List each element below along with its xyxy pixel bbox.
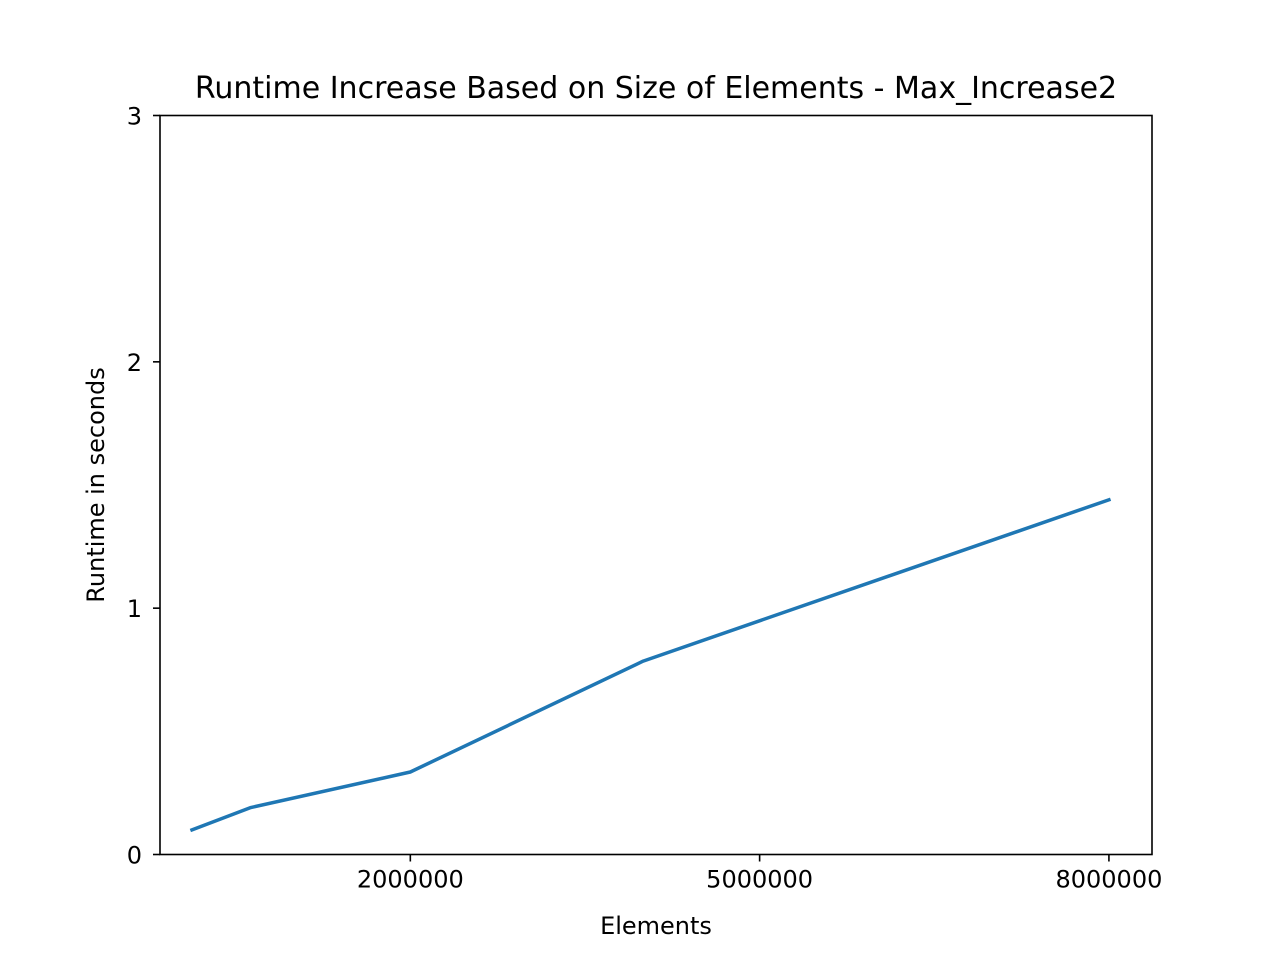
plot-area-frame [159,114,1153,856]
series-layer [189,497,1112,833]
x-tick-label: 5000000 [706,866,813,894]
x-tick-label: 2000000 [357,866,464,894]
y-tick-label: 2 [127,349,142,377]
y-axis-ticks: 0 1 2 3 [127,103,160,870]
x-tick-label: 8000000 [1055,866,1162,894]
chart-title: Runtime Increase Based on Size of Elemen… [195,71,1117,106]
y-tick-label: 0 [127,842,142,870]
series-line [189,497,1112,833]
y-tick-label: 1 [127,595,142,623]
x-axis-label: Elements [600,912,712,940]
y-axis-label: Runtime in seconds [82,367,110,602]
y-tick-label: 3 [127,103,142,131]
x-axis-ticks: 2000000 5000000 8000000 [357,854,1162,894]
